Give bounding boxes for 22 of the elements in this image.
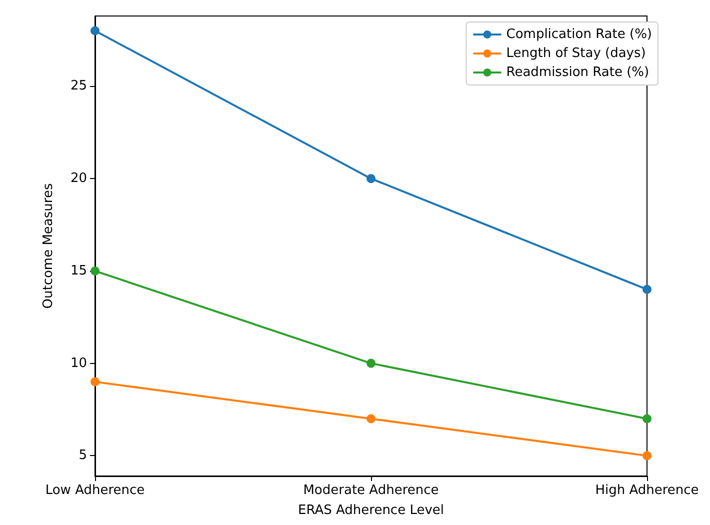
x-tick-label: Low Adherence <box>45 483 145 498</box>
legend-label: Length of Stay (days) <box>506 46 646 61</box>
legend-label: Readmission Rate (%) <box>506 65 650 80</box>
y-tick-label: 15 <box>70 263 87 278</box>
point <box>90 377 100 386</box>
y-tick-label: 25 <box>70 78 87 94</box>
point <box>642 284 652 294</box>
point <box>366 358 376 368</box>
y-tick-label: 5 <box>78 448 87 464</box>
point <box>642 451 652 460</box>
y-tick-label: 10 <box>70 356 87 371</box>
point <box>642 414 652 424</box>
x-tick-label: High Adherence <box>595 483 699 498</box>
x-tick-label: Moderate Adherence <box>303 483 439 498</box>
point <box>366 174 376 184</box>
legend-label: Complication Rate (%) <box>506 27 652 42</box>
x-axis-title: ERAS Adherence Level <box>298 503 444 518</box>
y-tick-label: 20 <box>70 171 87 186</box>
y-axis-title: Outcome Measures <box>41 183 56 309</box>
point <box>90 26 100 36</box>
point <box>366 414 376 424</box>
point <box>90 266 100 276</box>
